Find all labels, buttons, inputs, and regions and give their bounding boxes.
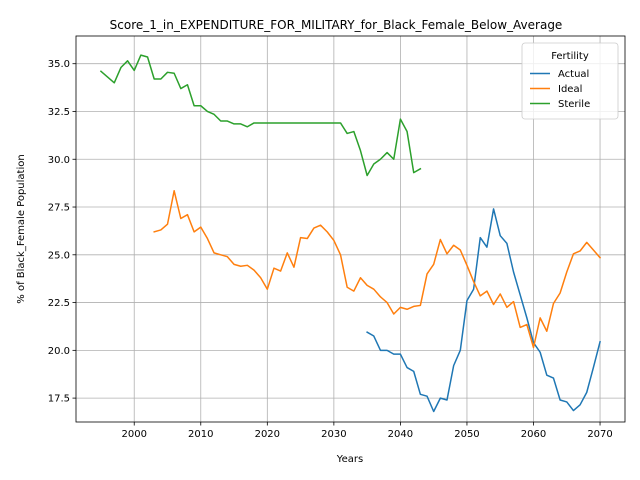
legend-title: Fertility (551, 51, 589, 62)
legend-items: Actual Ideal Sterile (530, 69, 590, 110)
legend-item-ideal: Ideal (530, 84, 582, 95)
y-tick-label: 30.0 (48, 155, 70, 166)
x-tick-label: 2050 (454, 429, 479, 440)
legend-item-actual: Actual (530, 69, 589, 80)
x-tick-label: 2040 (388, 429, 413, 440)
x-tick-label: 2030 (321, 429, 346, 440)
y-tick-label: 32.5 (48, 107, 70, 118)
series-line-ideal (153, 190, 602, 349)
x-tick-label: 2000 (122, 429, 147, 440)
y-axis-label: % of Black_Female Population (16, 154, 27, 303)
legend-label: Sterile (558, 99, 590, 110)
y-tick-label: 25.0 (48, 250, 70, 261)
series-line-actual (366, 208, 601, 413)
series-lines (99, 54, 602, 413)
legend-item-sterile: Sterile (530, 99, 590, 110)
y-tick-label: 35.0 (48, 59, 70, 70)
y-tick-label: 20.0 (48, 346, 70, 357)
legend-label: Actual (558, 69, 589, 80)
y-axis-ticks: 17.5 20.0 22.5 25.0 27.5 30.0 32.5 35.0 (48, 59, 76, 405)
y-tick-label: 27.5 (48, 203, 70, 214)
x-axis-label: Years (336, 454, 363, 465)
chart-title: Score_1_in_EXPENDITURE_FOR_MILITARY_for_… (110, 18, 563, 32)
legend: Fertility Actual Ideal Sterile (521, 42, 619, 120)
x-tick-label: 2010 (188, 429, 213, 440)
series-line-sterile (99, 54, 422, 177)
y-tick-label: 17.5 (48, 394, 70, 405)
x-tick-label: 2020 (255, 429, 280, 440)
x-axis-ticks: 2000 2010 2020 2030 2040 2050 2060 2070 (122, 422, 613, 440)
x-tick-label: 2070 (587, 429, 612, 440)
y-tick-label: 22.5 (48, 298, 70, 309)
legend-label: Ideal (558, 84, 582, 95)
plot-frame (75, 35, 626, 423)
legend-box (521, 42, 619, 120)
x-tick-label: 2060 (521, 429, 546, 440)
